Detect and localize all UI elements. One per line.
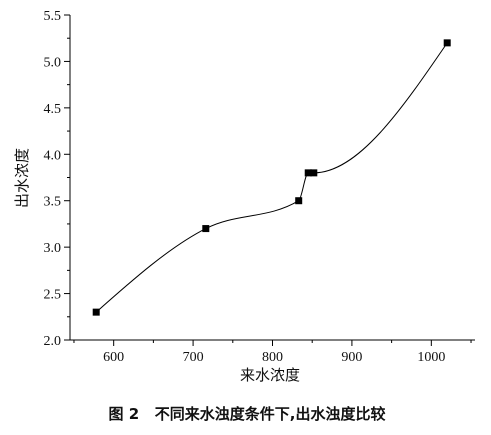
x-tick-label: 700 xyxy=(183,350,204,365)
ticks: 2.0 2.5 3.0 3.5 4.0 4.5 5.0 5.5 600 700 800 900 1000 xyxy=(44,9,472,365)
fit-curve xyxy=(95,42,448,313)
figure-caption: 图 2 不同来水浊度条件下,出水浊度比较 xyxy=(108,405,385,423)
x-tick-label: 1000 xyxy=(417,350,445,365)
axes xyxy=(69,15,475,341)
data-point xyxy=(310,169,318,177)
y-tick-label: 5.0 xyxy=(44,55,62,70)
data-point xyxy=(304,169,312,177)
x-tick-label: 800 xyxy=(262,350,283,365)
y-tick-label: 4.0 xyxy=(44,148,62,163)
data-point xyxy=(443,39,451,47)
y-axis-label: 出水浓度 xyxy=(13,148,31,208)
y-tick-label: 2.5 xyxy=(44,288,62,303)
y-tick-label: 5.5 xyxy=(44,9,62,24)
y-tick-label: 3.0 xyxy=(44,241,62,256)
series xyxy=(92,39,451,316)
data-point xyxy=(202,225,210,233)
x-tick-label: 900 xyxy=(341,350,362,365)
y-tick-label: 4.5 xyxy=(44,102,62,117)
y-tick-label: 3.5 xyxy=(44,195,62,210)
y-tick-label: 2.0 xyxy=(44,334,62,349)
x-tick-label: 600 xyxy=(103,350,124,365)
data-point xyxy=(92,308,100,316)
data-point xyxy=(295,197,303,205)
x-axis-label: 来水浓度 xyxy=(240,366,300,384)
